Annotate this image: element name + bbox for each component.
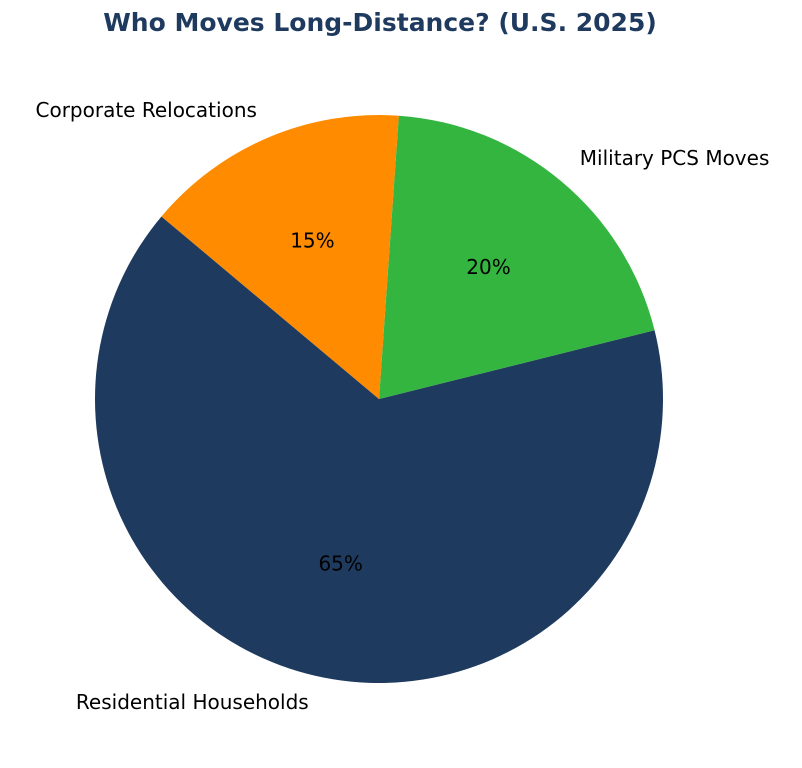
category-label: Corporate Relocations — [36, 98, 257, 122]
value-label: 15% — [290, 229, 334, 253]
category-label: Residential Households — [76, 690, 309, 714]
value-label: 65% — [318, 552, 362, 576]
category-label: Military PCS Moves — [580, 146, 770, 170]
pie-slice — [161, 115, 399, 399]
value-label: 20% — [466, 255, 510, 279]
pie-slice — [379, 115, 655, 400]
pie-slice — [95, 216, 664, 684]
chart-title: Who Moves Long-Distance? (U.S. 2025) — [103, 8, 657, 37]
